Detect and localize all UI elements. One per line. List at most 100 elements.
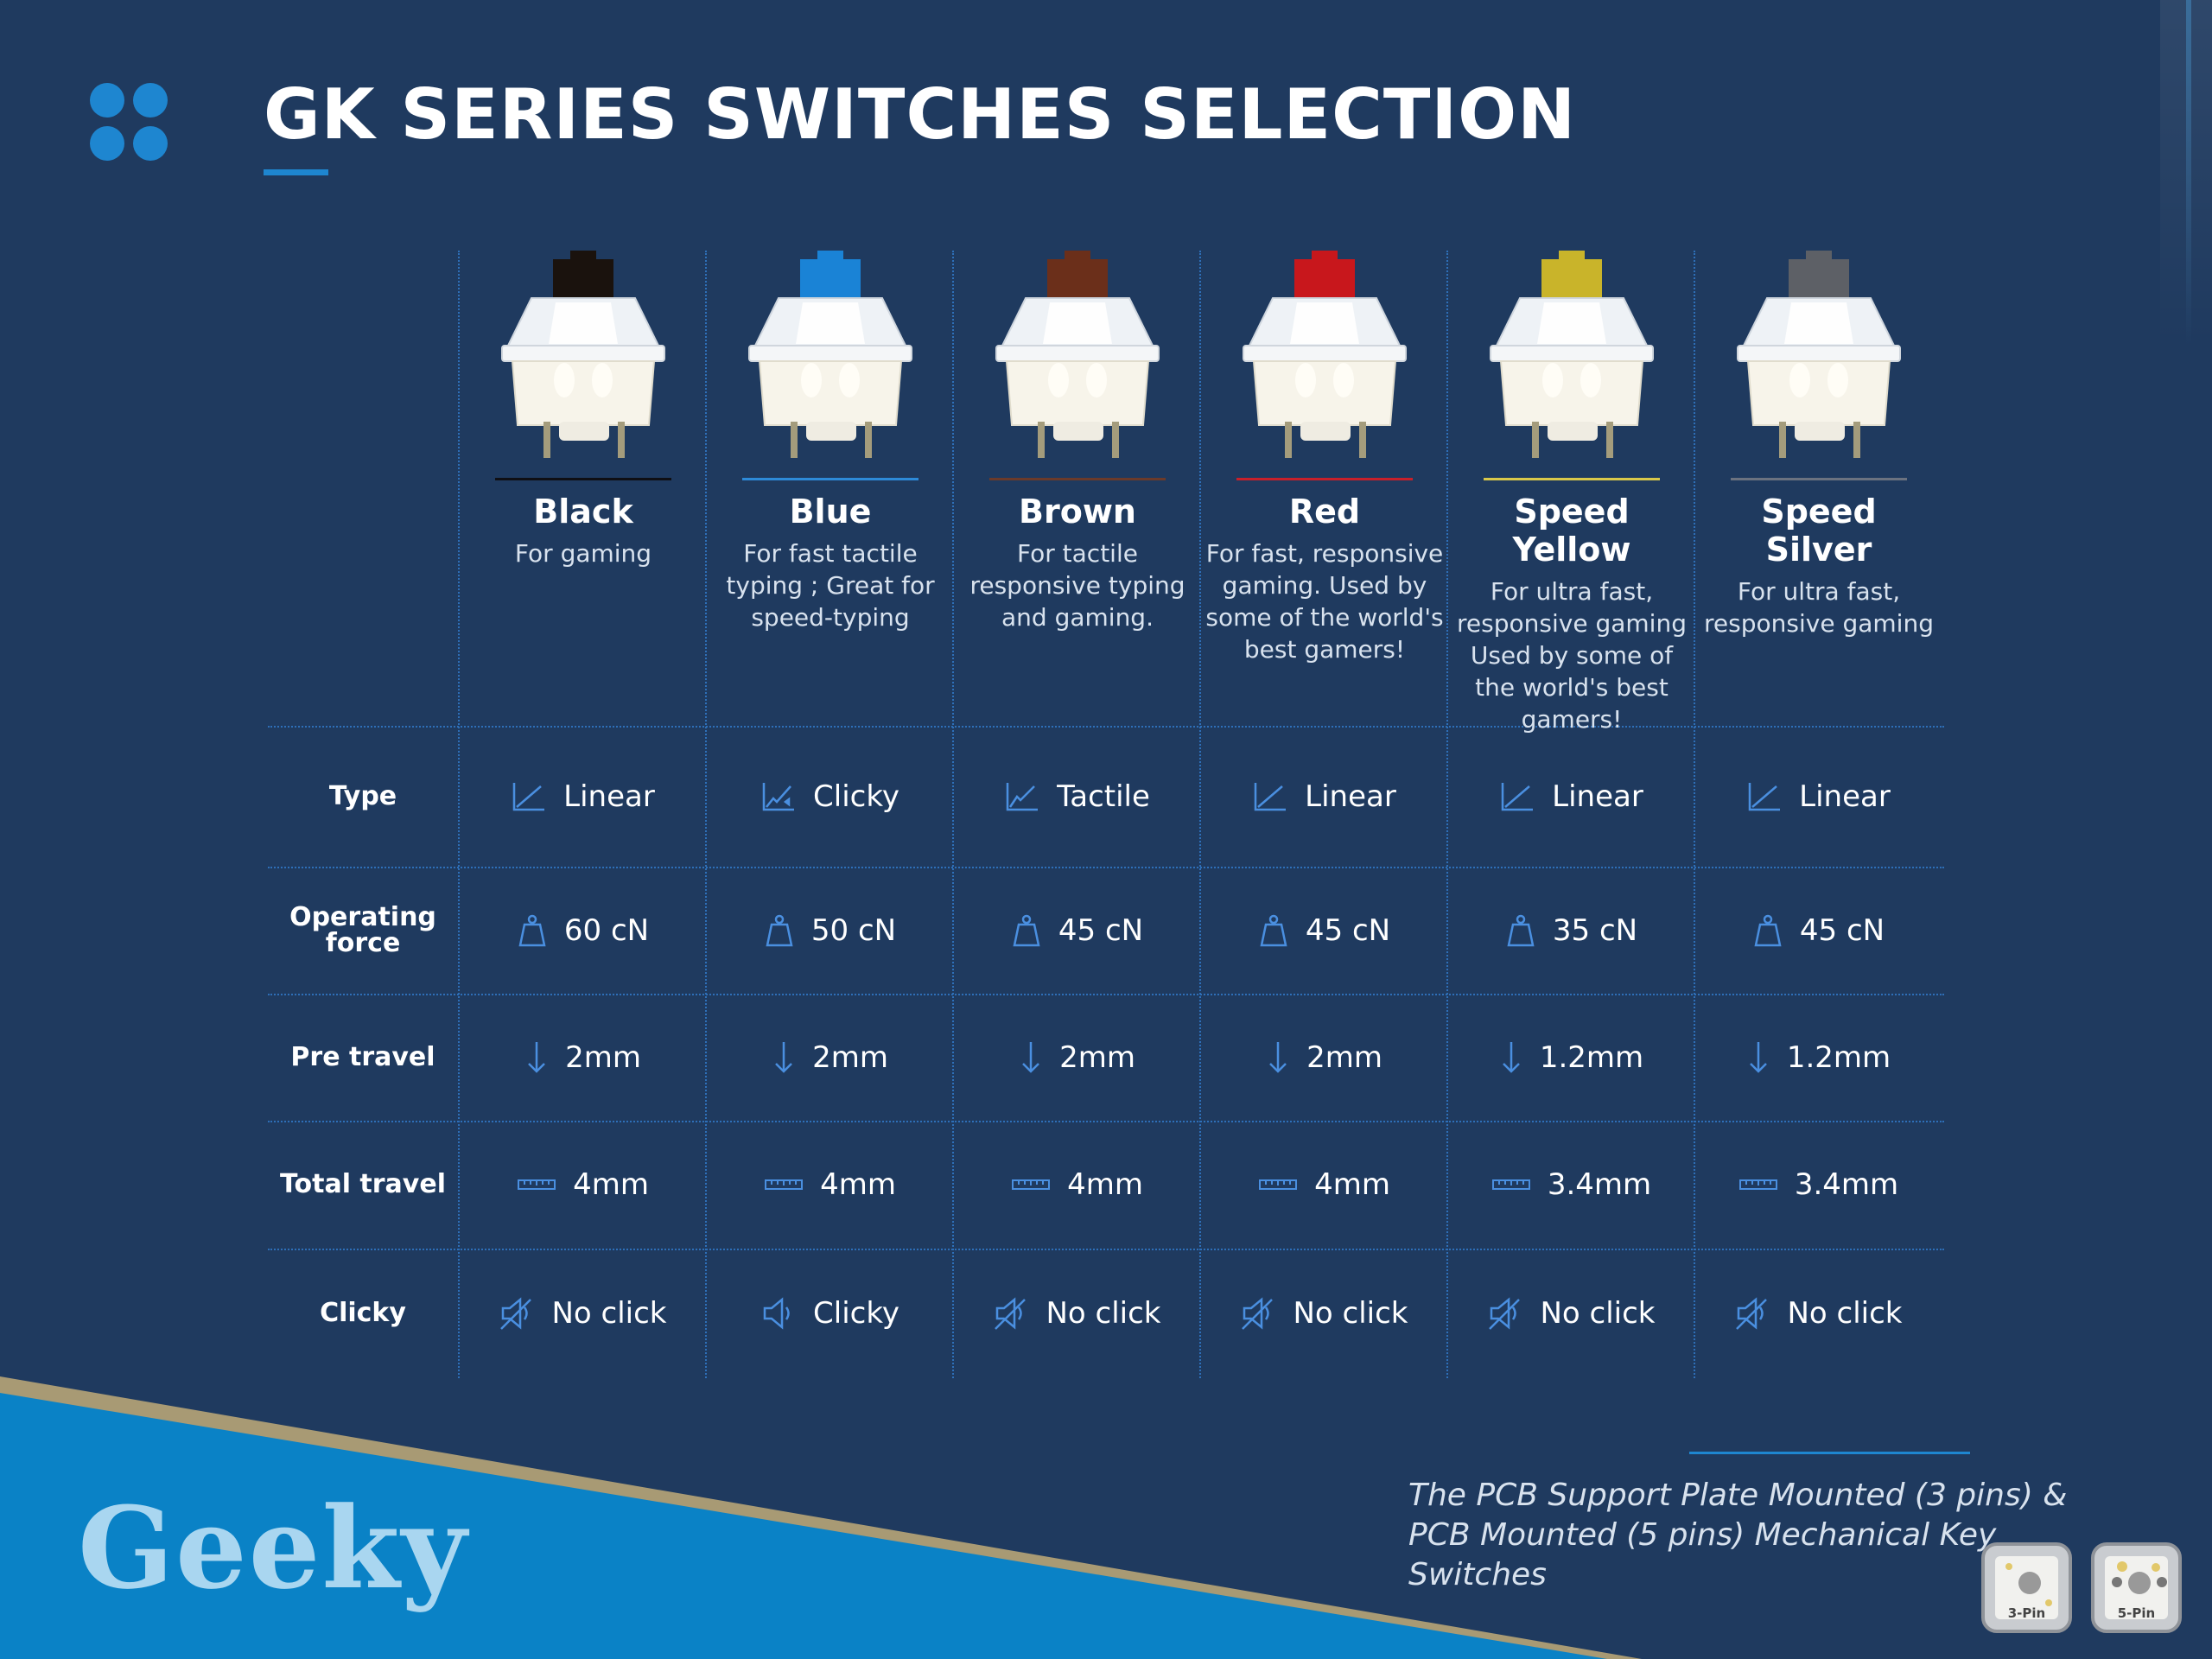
ruler-icon [765, 1178, 804, 1192]
force-value: 45 cN [1799, 912, 1885, 948]
switch-blue-icon [748, 251, 912, 458]
cell-total-brown: 4mm [954, 1121, 1201, 1249]
type-value: Tactile [1057, 779, 1150, 814]
switch-name: Black [533, 493, 633, 531]
cell-total-red: 4mm [1201, 1121, 1448, 1249]
page-title: GK SERIES SWITCHES SELECTION [264, 74, 1577, 155]
cell-pre-blue: 2mm [707, 994, 954, 1121]
force-value: 45 cN [1058, 912, 1144, 948]
column-divider [1694, 251, 1695, 1378]
decorative-stripe [2160, 0, 2212, 346]
cell-clicky-speed-yellow: No click [1448, 1249, 1695, 1378]
column-divider [458, 251, 460, 1378]
arrow-down-icon [1020, 1040, 1042, 1075]
cell-force-blue: 50 cN [707, 867, 954, 994]
cell-clicky-red: No click [1201, 1249, 1448, 1378]
total-value: 4mm [820, 1167, 896, 1202]
clicky-value: No click [1293, 1296, 1408, 1331]
force-value: 50 cN [810, 912, 897, 948]
ruler-icon [518, 1178, 556, 1192]
cell-type-brown: Tactile [954, 726, 1201, 867]
three-pin-badge: 3-Pin [1981, 1542, 2072, 1633]
switch-name: Red [1288, 493, 1361, 531]
cell-force-speed-silver: 45 cN [1695, 867, 1942, 994]
ruler-icon [1259, 1178, 1298, 1192]
switch-description: For ultra fast, responsive gaming [1704, 577, 1934, 638]
arrow-down-icon [525, 1040, 548, 1075]
type-value: Linear [1799, 779, 1891, 814]
force-value: 60 cN [563, 912, 650, 948]
clicky-value: Clicky [813, 1296, 899, 1331]
row-divider [268, 726, 1944, 728]
switch-color-rule [1484, 478, 1660, 480]
weight-icon [1753, 914, 1783, 947]
five-pin-label: 5-Pin [2117, 1605, 2156, 1621]
cell-pre-black: 2mm [460, 994, 707, 1121]
switch-description: For fast, responsive gaming. Used by som… [1205, 539, 1444, 664]
cell-clicky-brown: No click [954, 1249, 1201, 1378]
force-value: 35 cN [1552, 912, 1638, 948]
switch-color-rule [989, 478, 1166, 480]
footnote-rule [1689, 1452, 1970, 1454]
total-value: 4mm [1314, 1167, 1390, 1202]
row-label-pre: Pre travel [290, 1041, 435, 1072]
type-value: Clicky [813, 779, 899, 814]
row-label-type: Type [328, 780, 397, 811]
cell-total-speed-yellow: 3.4mm [1448, 1121, 1695, 1249]
column-divider [1199, 251, 1201, 1378]
total-value: 3.4mm [1794, 1167, 1899, 1202]
total-value: 4mm [573, 1167, 649, 1202]
mute-speaker-icon [1241, 1296, 1275, 1331]
ruler-icon [1012, 1178, 1051, 1192]
total-value: 4mm [1067, 1167, 1143, 1202]
cell-pre-speed-silver: 1.2mm [1695, 994, 1942, 1121]
row-divider [268, 1121, 1944, 1122]
pre-value: 2mm [1306, 1039, 1382, 1075]
switch-description: For fast tactile typing ; Great for spee… [726, 539, 935, 632]
row-label-clicky: Clicky [320, 1298, 406, 1328]
clicky-value: No click [551, 1296, 667, 1331]
switch-name: Speed Yellow [1512, 493, 1631, 569]
switch-brown-icon [995, 251, 1160, 458]
cell-type-red: Linear [1201, 726, 1448, 867]
tactile-graph-icon [1005, 781, 1039, 812]
switch-column-brown: Brown For tactile responsive typing and g… [954, 251, 1201, 717]
mute-speaker-icon [1488, 1296, 1522, 1331]
cell-pre-red: 2mm [1201, 994, 1448, 1121]
clicky-graph-icon [761, 781, 796, 812]
ruler-icon [1491, 1178, 1530, 1192]
cell-total-blue: 4mm [707, 1121, 954, 1249]
cell-force-brown: 45 cN [954, 867, 1201, 994]
switch-name: Speed Silver [1761, 493, 1877, 569]
weight-icon [518, 914, 547, 947]
cell-clicky-black: No click [460, 1249, 707, 1378]
column-divider [1446, 251, 1448, 1378]
column-divider [952, 251, 954, 1378]
clicky-value: No click [1540, 1296, 1656, 1331]
cell-force-black: 60 cN [460, 867, 707, 994]
arrow-down-icon [1267, 1040, 1289, 1075]
type-value: Linear [1305, 779, 1396, 814]
weight-icon [1012, 914, 1041, 947]
column-divider [705, 251, 707, 1378]
mute-speaker-icon [1735, 1296, 1770, 1331]
title-underline [264, 169, 328, 175]
pre-value: 2mm [1059, 1039, 1135, 1075]
pre-value: 2mm [812, 1039, 888, 1075]
dots-logo-icon [90, 83, 168, 161]
clicky-value: No click [1787, 1296, 1903, 1331]
pre-value: 1.2mm [1539, 1039, 1644, 1075]
switch-red-icon [1243, 251, 1407, 458]
switch-column-black: Black For gaming [460, 251, 707, 717]
switch-column-red: Red For fast, responsive gaming. Used by … [1201, 251, 1448, 717]
pre-value: 2mm [565, 1039, 641, 1075]
cell-type-black: Linear [460, 726, 707, 867]
weight-icon [1506, 914, 1535, 947]
footnote-text: The PCB Support Plate Mounted (3 pins) &… [1408, 1478, 2068, 1592]
weight-icon [1259, 914, 1288, 947]
brand-logo: Geeky [78, 1482, 469, 1614]
switch-speed-silver-icon [1737, 251, 1901, 458]
linear-graph-icon [1253, 781, 1287, 812]
switch-color-rule [742, 478, 918, 480]
force-value: 45 cN [1305, 912, 1391, 948]
